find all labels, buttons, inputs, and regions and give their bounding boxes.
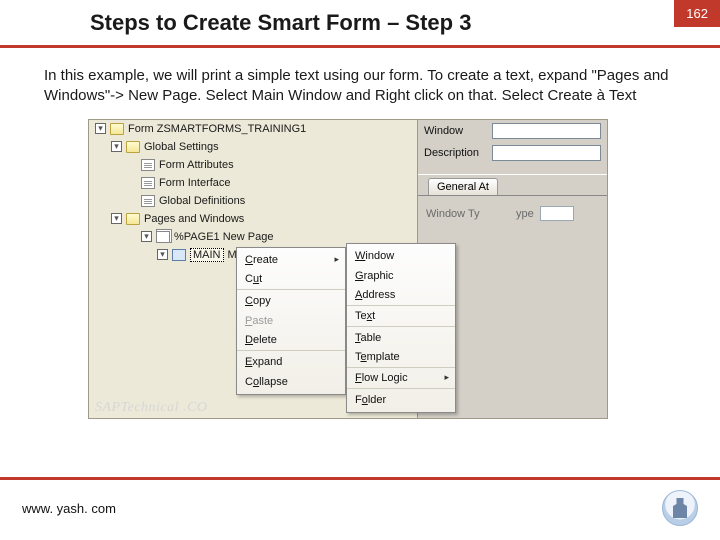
document-icon <box>141 159 155 171</box>
windows-icon <box>172 249 186 261</box>
submenu-item-template[interactable]: Template <box>347 348 455 368</box>
menu-item-paste: Paste <box>237 311 345 331</box>
submenu-item-flow-logic[interactable]: Flow Logic▸ <box>347 369 455 389</box>
sap-screenshot: ▾ Form ZSMARTFORMS_TRAINING1 ▾ Global Se… <box>88 119 608 419</box>
page-stack-icon <box>156 231 170 243</box>
description-input[interactable] <box>492 145 601 161</box>
folder-icon <box>126 141 140 153</box>
label-type-suffix: ype <box>516 208 534 220</box>
menu-item-copy[interactable]: Copy <box>237 291 345 311</box>
tree-label: Global Settings <box>144 141 219 153</box>
tree-node-global-definitions[interactable]: Global Definitions <box>89 192 417 210</box>
menu-item-cut[interactable]: Cut <box>237 270 345 290</box>
footer-url: www. yash. com <box>22 501 116 516</box>
folder-icon <box>126 213 140 225</box>
window-type-select[interactable] <box>540 206 574 221</box>
page-title: Steps to Create Smart Form – Step 3 <box>0 0 720 36</box>
company-logo <box>662 490 698 526</box>
submenu-item-table[interactable]: Table <box>347 328 455 348</box>
tree-label: Global Definitions <box>159 195 245 207</box>
collapse-toggle-icon[interactable]: ▾ <box>111 141 122 152</box>
collapse-toggle-icon[interactable]: ▾ <box>141 231 152 242</box>
folder-icon <box>110 123 124 135</box>
submenu-item-folder[interactable]: Folder <box>347 390 455 410</box>
menu-item-collapse[interactable]: Collapse <box>237 372 345 392</box>
intro-text: In this example, we will print a simple … <box>0 48 720 119</box>
tab-strip: General At <box>418 174 607 196</box>
page-number-badge: 162 <box>674 0 720 27</box>
submenu-item-text[interactable]: Text <box>347 307 455 327</box>
menu-item-delete[interactable]: Delete <box>237 331 345 351</box>
watermark-text: SAPTechnical .CO <box>95 400 207 416</box>
tree-node-form-interface[interactable]: Form Interface <box>89 174 417 192</box>
tree-label: %PAGE1 New Page <box>174 231 273 243</box>
tree-node-pages-windows[interactable]: ▾ Pages and Windows <box>89 210 417 228</box>
tab-general-attributes[interactable]: General At <box>428 178 498 195</box>
window-name-input[interactable] <box>492 123 601 139</box>
tree-label: Pages and Windows <box>144 213 244 225</box>
menu-item-expand[interactable]: Expand <box>237 352 345 372</box>
tree-node-global-settings[interactable]: ▾ Global Settings <box>89 138 417 156</box>
submenu-item-graphic[interactable]: Graphic <box>347 266 455 286</box>
building-icon <box>673 498 687 518</box>
collapse-toggle-icon[interactable]: ▾ <box>157 249 168 260</box>
submenu-arrow-icon: ▸ <box>334 254 339 265</box>
submenu-item-window[interactable]: Window <box>347 246 455 266</box>
context-menu: Create▸ Cut Copy Paste Delete Expand Col… <box>236 247 346 395</box>
label-window: Window <box>424 125 492 137</box>
footer: www. yash. com <box>0 477 720 526</box>
collapse-toggle-icon[interactable]: ▾ <box>95 123 106 134</box>
label-description: Description <box>424 147 492 159</box>
tree-node-form-attributes[interactable]: Form Attributes <box>89 156 417 174</box>
tree-label: Form ZSMARTFORMS_TRAINING1 <box>128 123 306 135</box>
tree-node-form[interactable]: ▾ Form ZSMARTFORMS_TRAINING1 <box>89 120 417 138</box>
label-window-type: Window Ty <box>426 208 516 220</box>
document-icon <box>141 195 155 207</box>
tree-label: Form Interface <box>159 177 231 189</box>
tree-label: Form Attributes <box>159 159 234 171</box>
collapse-toggle-icon[interactable]: ▾ <box>111 213 122 224</box>
submenu-item-address[interactable]: Address <box>347 286 455 306</box>
create-submenu: Window Graphic Address Text Table Templa… <box>346 243 456 413</box>
submenu-arrow-icon: ▸ <box>444 372 449 383</box>
menu-item-create[interactable]: Create▸ <box>237 250 345 270</box>
selected-node-code: MAIN <box>190 248 224 262</box>
document-icon <box>141 177 155 189</box>
